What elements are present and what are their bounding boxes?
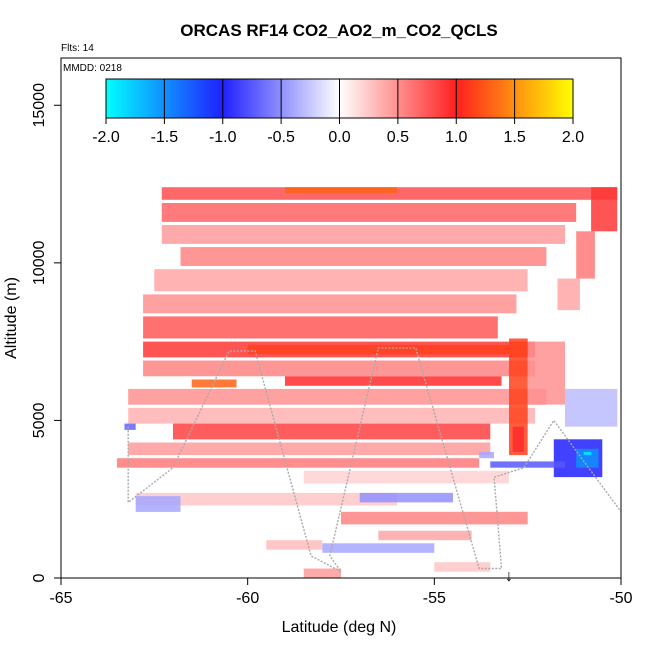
x-axis: -65 -60 -55 -50	[49, 578, 633, 607]
heatmap-cell	[173, 423, 491, 440]
heatmap-cell	[583, 451, 592, 456]
heatmap-cell	[285, 376, 502, 386]
heatmap-cell	[303, 568, 341, 578]
heatmap-cell	[378, 530, 472, 541]
heatmap-cell	[117, 458, 480, 468]
y-axis: 0 5000 10000 15000	[31, 83, 61, 582]
heatmap-cell	[576, 448, 599, 468]
colorbar-tick-label: 2.0	[562, 129, 584, 146]
x-tick-label: -60	[236, 590, 259, 607]
heatmap-cell	[135, 492, 397, 506]
heatmap-cell	[128, 388, 547, 405]
heatmap-layer	[117, 187, 618, 578]
flights-annotation: Flts: 14	[61, 43, 94, 54]
heatmap-cell	[161, 203, 577, 222]
heatmap-cell	[341, 511, 528, 525]
heatmap-cell	[124, 423, 136, 430]
colorbar-tick-label: 1.0	[445, 129, 467, 146]
x-tick-label: -50	[609, 590, 632, 607]
y-tick-label: 15000	[31, 83, 48, 128]
colorbar-tick-label: 0.0	[328, 129, 350, 146]
colorbar-tick-label: -1.0	[209, 129, 237, 146]
heatmap-cell	[247, 344, 509, 355]
y-tick-label: 0	[31, 573, 48, 582]
heatmap-cell	[128, 442, 491, 456]
heatmap-cell	[434, 562, 491, 572]
colorbar: -2.0 -1.5 -1.0 -0.5 0.0 0.5 1.0 1.5 2.0	[92, 78, 584, 146]
heatmap-cell	[527, 341, 565, 405]
heatmap-cell	[479, 451, 494, 459]
plot-frame	[60, 57, 622, 579]
heatmap-cell	[161, 225, 566, 244]
y-axis-label: Altitude (m)	[3, 277, 20, 359]
flight-track	[127, 347, 621, 573]
x-tick-label: -55	[423, 590, 446, 607]
chart-title: ORCAS RF14 CO2_AO2_m_CO2_QCLS	[180, 21, 497, 40]
heatmap-cell	[359, 492, 453, 503]
highlight-marker: ↓	[505, 568, 513, 585]
y-tick-label: 10000	[31, 241, 48, 286]
heatmap-cell	[154, 269, 528, 292]
x-axis-label: Latitude (deg N)	[282, 619, 397, 636]
heatmap-cell	[285, 187, 397, 194]
heatmap-cell	[143, 294, 517, 314]
colorbar-tick-label: 0.5	[387, 129, 409, 146]
heatmap-cell	[135, 496, 181, 512]
heatmap-cell	[143, 360, 536, 377]
heatmap-cell	[303, 470, 509, 484]
heatmap-cell	[143, 316, 498, 339]
heatmap-cell	[565, 388, 618, 427]
heatmap-cell	[266, 540, 323, 550]
heatmap-cell	[490, 461, 565, 468]
y-tick-label: 5000	[31, 403, 48, 439]
heatmap-cell	[557, 278, 580, 311]
heatmap-cell	[591, 187, 618, 232]
colorbar-tick-label: -0.5	[267, 129, 295, 146]
heatmap-cell	[191, 379, 237, 388]
colorbar-tick-label: -1.5	[151, 129, 179, 146]
heatmap-cell	[576, 231, 595, 279]
colorbar-tick-label: 1.5	[504, 129, 526, 146]
x-tick-label: -65	[49, 590, 72, 607]
colorbar-tick-label: -2.0	[92, 129, 120, 146]
heatmap-cell	[322, 543, 435, 553]
heatmap-cell	[128, 407, 536, 424]
flight-track-line	[127, 347, 621, 573]
date-annotation: MMDD: 0218	[63, 63, 122, 74]
heatmap-cell	[512, 426, 524, 452]
heatmap-cell	[180, 247, 547, 266]
heatmap-cell	[509, 338, 528, 456]
